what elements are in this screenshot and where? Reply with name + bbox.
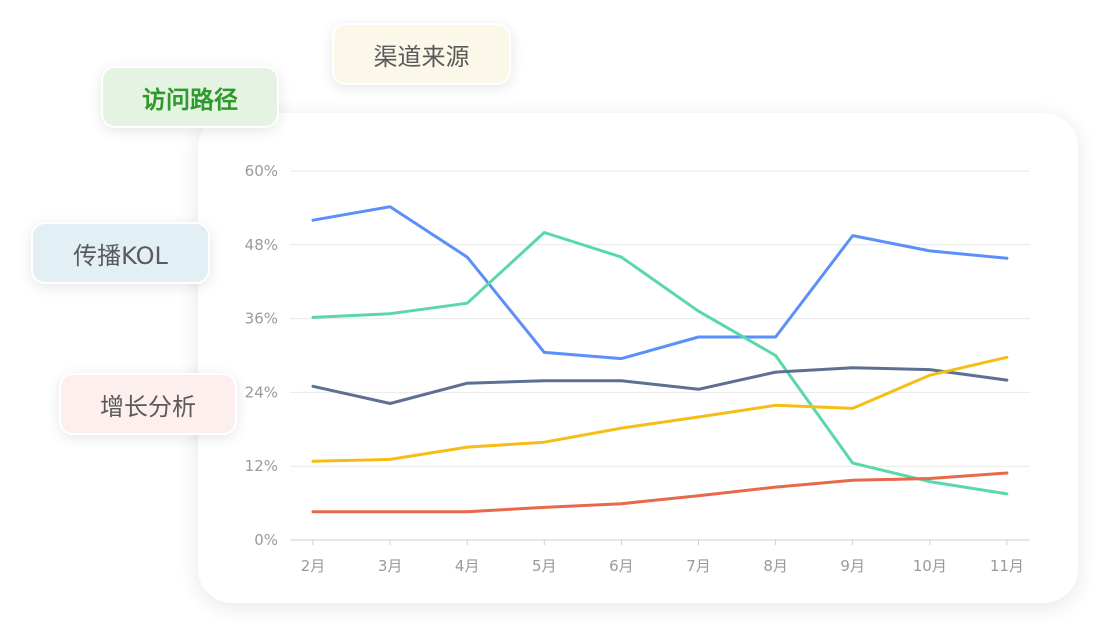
y-tick-label: 0% bbox=[254, 531, 278, 549]
y-axis: 0% 12% 24% 36% 48% 60% bbox=[245, 162, 278, 549]
tag-channel-source[interactable]: 渠道来源 bbox=[332, 23, 511, 85]
series-line-3 bbox=[311, 366, 1009, 405]
x-tick-label: 3月 bbox=[378, 557, 403, 575]
series-lines bbox=[311, 205, 1009, 514]
series-line-4 bbox=[311, 355, 1009, 463]
y-tick-label: 36% bbox=[245, 310, 278, 328]
x-tick-label: 5月 bbox=[532, 557, 557, 575]
tag-visit-path[interactable]: 访问路径 bbox=[101, 66, 279, 128]
chart-card bbox=[198, 113, 1078, 603]
y-tick-label: 24% bbox=[245, 383, 278, 401]
tag-growth-analysis[interactable]: 增长分析 bbox=[59, 373, 237, 435]
x-tick-label: 9月 bbox=[840, 557, 865, 575]
x-tick-label: 10月 bbox=[913, 557, 947, 575]
gridlines bbox=[290, 170, 1030, 541]
series-line-2 bbox=[311, 231, 1009, 496]
y-tick-label: 12% bbox=[245, 457, 278, 475]
x-axis: 2月 3月 4月 5月 6月 7月 8月 9月 10月 11月 bbox=[301, 540, 1024, 575]
series-line-5 bbox=[311, 471, 1009, 514]
y-tick-label: 48% bbox=[245, 236, 278, 254]
x-tick-label: 7月 bbox=[686, 557, 711, 575]
x-tick-label: 6月 bbox=[609, 557, 634, 575]
tag-spread-kol[interactable]: 传播KOL bbox=[31, 222, 210, 284]
y-tick-label: 60% bbox=[245, 162, 278, 180]
x-tick-label: 4月 bbox=[455, 557, 480, 575]
series-line-1 bbox=[311, 205, 1009, 361]
x-tick-label: 8月 bbox=[763, 557, 788, 575]
x-tick-label: 2月 bbox=[301, 557, 326, 575]
x-tick-label: 11月 bbox=[990, 557, 1024, 575]
